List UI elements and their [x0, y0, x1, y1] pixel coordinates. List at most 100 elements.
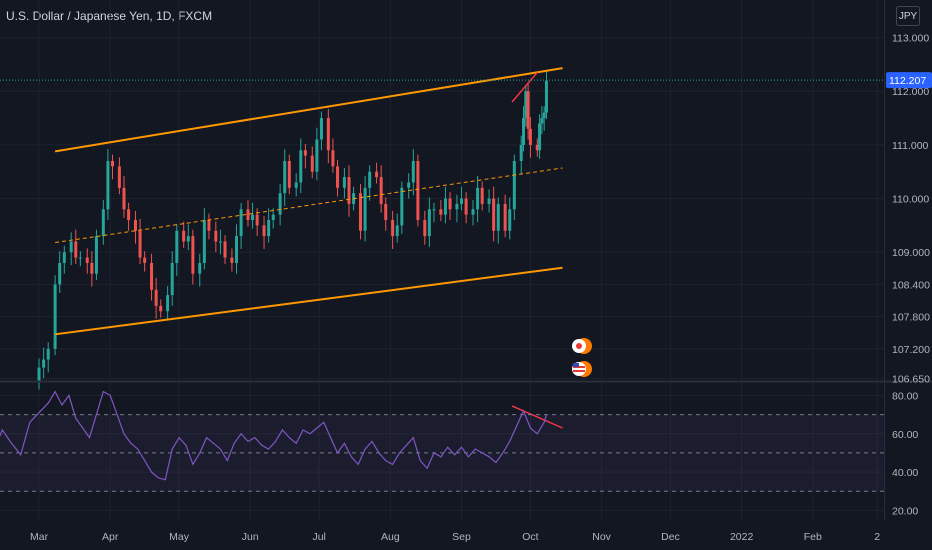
time-tick-label: 2022: [730, 531, 754, 543]
price-axis: 113.000 112.000 111.000 110.000 109.000 108.4…: [892, 33, 930, 518]
candle: [283, 160, 287, 194]
candle: [94, 236, 98, 274]
candle: [395, 225, 399, 237]
candle: [37, 367, 41, 381]
candle: [159, 305, 163, 312]
flag-markers[interactable]: [572, 338, 592, 377]
time-tick-label: Aug: [381, 531, 400, 543]
candle: [69, 241, 73, 253]
candle: [294, 182, 298, 188]
candle: [101, 209, 105, 237]
rsi-tick-label: 40.00: [892, 467, 918, 479]
candle: [46, 348, 50, 360]
time-tick-label: May: [169, 531, 190, 543]
candles: [37, 71, 548, 390]
time-tick-label: Jul: [312, 531, 325, 543]
candle: [58, 262, 62, 285]
candle: [117, 166, 121, 188]
candle: [455, 203, 459, 210]
candle: [62, 252, 66, 263]
candle: [427, 209, 431, 237]
candle: [166, 295, 170, 312]
candle: [416, 160, 420, 221]
candle: [423, 220, 427, 237]
candle: [432, 209, 436, 211]
currency-button[interactable]: JPY: [896, 6, 920, 26]
candle: [223, 241, 227, 258]
candle: [508, 209, 512, 231]
candle: [544, 80, 548, 113]
candle: [443, 198, 447, 215]
candle: [255, 214, 259, 226]
candle: [138, 230, 142, 258]
candle: [186, 236, 190, 242]
price-tick-label: 110.000: [892, 194, 929, 206]
time-tick-label: Mar: [30, 531, 49, 543]
candle: [207, 220, 211, 231]
candle: [492, 198, 496, 231]
candle: [133, 220, 137, 231]
candle: [198, 262, 202, 274]
candle: [267, 220, 271, 237]
candle: [315, 139, 319, 172]
candle: [85, 257, 89, 263]
candle: [111, 160, 115, 167]
price-tick-label: 108.400: [892, 279, 930, 291]
candle: [122, 187, 126, 210]
candle: [439, 209, 443, 215]
candle: [287, 160, 291, 188]
candle: [271, 214, 275, 221]
candle: [234, 236, 238, 263]
candle: [538, 123, 542, 151]
candle: [480, 187, 484, 204]
candle: [202, 220, 206, 263]
candle: [336, 166, 340, 188]
time-tick-label: Sep: [452, 531, 471, 543]
candle: [262, 225, 266, 237]
candle: [407, 182, 411, 188]
last-price-label-bg: [886, 72, 932, 89]
price-divergence-line: [511, 71, 538, 103]
candle: [182, 230, 186, 242]
price-tick-label: 109.000: [892, 247, 930, 259]
time-tick-label: Dec: [661, 531, 680, 543]
candle: [524, 91, 528, 119]
rsi-pane: [0, 390, 884, 492]
candle: [476, 187, 480, 210]
price-tick-label: 113.000: [892, 33, 929, 45]
price-tick-label: 107.200: [892, 344, 930, 356]
price-tick-label: 106.650: [892, 373, 930, 385]
rsi-line: [0, 390, 548, 481]
candle: [528, 128, 532, 145]
candle: [358, 193, 362, 231]
time-tick-label: 2: [874, 531, 880, 543]
candle: [326, 118, 330, 151]
candle: [368, 171, 372, 188]
candle: [400, 187, 404, 226]
candle: [239, 209, 243, 237]
candle: [342, 177, 346, 188]
candle: [487, 198, 491, 204]
candle: [522, 118, 526, 145]
candle: [53, 284, 57, 349]
time-tick-label: Oct: [522, 531, 538, 543]
candle: [512, 160, 516, 210]
candle: [42, 359, 46, 368]
grid: [0, 0, 884, 520]
candle: [542, 112, 546, 119]
candle: [175, 230, 179, 263]
candle: [448, 198, 452, 210]
time-tick-label: Feb: [804, 531, 822, 543]
trendlines: [0, 67, 884, 429]
rsi-divergence-line: [511, 405, 563, 429]
candle: [214, 230, 218, 242]
symbol-title: U.S. Dollar / Japanese Yen, 1D, FXCM: [6, 9, 213, 23]
last-price-label: 112.207: [889, 75, 926, 87]
time-tick-label: Apr: [102, 531, 119, 543]
candle: [347, 177, 351, 204]
rsi-tick-label: 60.00: [892, 429, 918, 441]
candle: [464, 198, 468, 215]
time-axis: Mar Apr May Jun Jul Aug Sep Oct Nov Dec 2022 Feb 2: [30, 531, 880, 543]
candle: [496, 203, 500, 231]
